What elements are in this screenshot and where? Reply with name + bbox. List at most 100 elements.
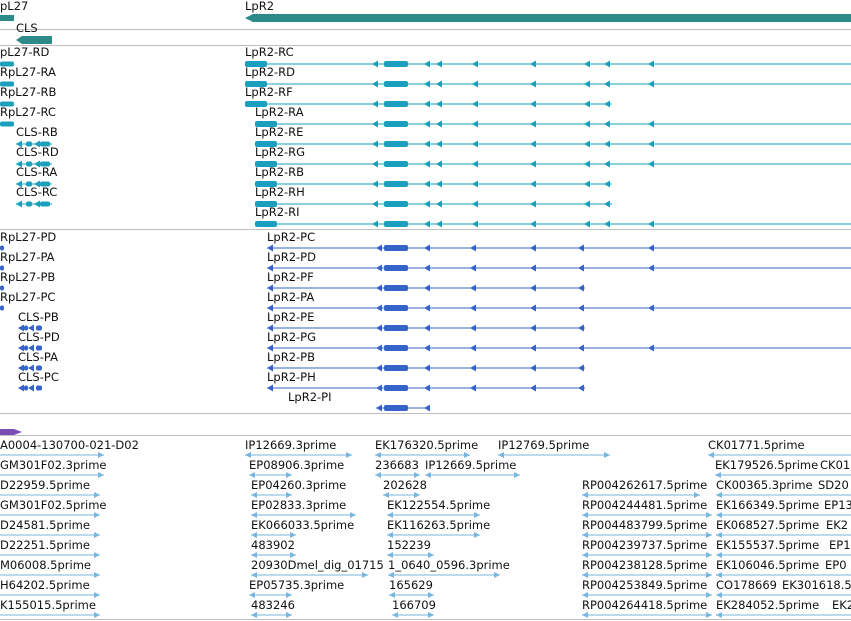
- protein-label[interactable]: CLS-PA: [18, 350, 58, 364]
- transcript-label[interactable]: LpR2-RA: [255, 105, 304, 119]
- est-label[interactable]: EK066033.5prime: [251, 518, 355, 532]
- transcript-label[interactable]: RpL27-RA: [0, 65, 56, 79]
- protein-label[interactable]: CLS-PB: [18, 310, 59, 324]
- protein-label[interactable]: CLS-PC: [18, 370, 59, 384]
- est-label[interactable]: IP12769.5prime: [498, 438, 590, 452]
- protein-label[interactable]: LpR2-PH: [267, 370, 316, 384]
- est-label[interactable]: SD20: [818, 478, 849, 492]
- est-label[interactable]: H64202.5prime: [0, 578, 90, 592]
- protein-label[interactable]: RpL27-PC: [0, 290, 56, 304]
- gene-label-lpr2[interactable]: LpR2: [245, 0, 275, 13]
- strand-arrow: [436, 180, 442, 188]
- est-label[interactable]: EK176320.5prime: [375, 438, 479, 452]
- est-label[interactable]: EK284052.5prime: [716, 598, 820, 612]
- strand-arrow: [290, 552, 296, 558]
- est-label[interactable]: 483246: [251, 598, 295, 612]
- est-label[interactable]: EK301618.5: [782, 578, 851, 592]
- transcript-label[interactable]: LpR2-RB: [255, 165, 305, 179]
- est-label[interactable]: EP13: [824, 498, 851, 512]
- est-label[interactable]: EK166349.5prime: [716, 498, 820, 512]
- est-label[interactable]: M06008.5prime: [0, 558, 91, 572]
- gene-label-rpl27[interactable]: pL27: [0, 0, 29, 13]
- est-label[interactable]: EK155537.5prime: [716, 538, 820, 552]
- strand-arrow: [34, 200, 40, 208]
- est-label[interactable]: EP02833.3prime: [251, 498, 347, 512]
- est-label[interactable]: K155015.5prime: [0, 598, 96, 612]
- transcript-label[interactable]: CLS-RC: [16, 185, 58, 199]
- est-label[interactable]: EP04260.3prime: [251, 478, 347, 492]
- est-label[interactable]: 165629: [389, 578, 433, 592]
- transcript-label[interactable]: RpL27-RB: [0, 85, 57, 99]
- est-label[interactable]: GM301F02.5prime: [0, 498, 107, 512]
- strand-arrow: [530, 220, 536, 228]
- est-label[interactable]: 166709: [392, 598, 436, 612]
- protein-label[interactable]: CLS-PD: [18, 330, 60, 344]
- est-label[interactable]: RP004238128.5prime: [582, 558, 708, 572]
- transcript-label[interactable]: CLS-RB: [16, 125, 58, 139]
- est-label[interactable]: RP004264418.5prime: [582, 598, 708, 612]
- est-label[interactable]: 1_0640_0596.3prime: [388, 558, 510, 572]
- est-label[interactable]: IP12669.3prime: [245, 438, 337, 452]
- gene-label-cls[interactable]: CLS: [16, 21, 38, 35]
- est-label[interactable]: 236683: [375, 458, 419, 472]
- strand-arrow: [716, 592, 722, 598]
- est-label[interactable]: EK179526.5prime: [715, 458, 819, 472]
- strand-arrow: [716, 612, 722, 618]
- strand-arrow: [472, 100, 478, 108]
- est-label[interactable]: EK122554.5prime: [387, 498, 491, 512]
- est-label[interactable]: CK00365.3prime: [716, 478, 813, 492]
- strand-arrow: [94, 552, 100, 558]
- transcript-label[interactable]: LpR2-RE: [255, 125, 304, 139]
- transcript-label[interactable]: LpR2-RH: [255, 185, 305, 199]
- est-label[interactable]: EK106046.5prime: [716, 558, 820, 572]
- est-label[interactable]: RP004253849.5prime: [582, 578, 708, 592]
- est-label[interactable]: 152239: [387, 538, 431, 552]
- est-label[interactable]: D22251.5prime: [0, 538, 90, 552]
- est-label[interactable]: RP004262617.5prime: [582, 478, 708, 492]
- est-label[interactable]: GM301F02.3prime: [0, 458, 107, 472]
- est-label[interactable]: CK01771.5prime: [708, 438, 805, 452]
- protein-label[interactable]: RpL27-PB: [0, 270, 56, 284]
- transcript-label[interactable]: LpR2-RG: [255, 145, 306, 159]
- est-label[interactable]: EP08906.3prime: [249, 458, 345, 472]
- transcript-label[interactable]: LpR2-RF: [245, 85, 293, 99]
- est-label[interactable]: IP12669.5prime: [425, 458, 517, 472]
- est-label[interactable]: 483902: [251, 538, 295, 552]
- est-label[interactable]: EP1: [829, 538, 851, 552]
- est-label[interactable]: EK2: [826, 518, 849, 532]
- protein-label[interactable]: LpR2-PG: [267, 330, 317, 344]
- est-label[interactable]: A0004-130700-021-D02: [0, 438, 139, 452]
- est-label[interactable]: 20930Dmel_dig_01715: [251, 558, 384, 572]
- transcript-label[interactable]: LpR2-RI: [255, 205, 300, 219]
- transcript-label[interactable]: CLS-RA: [16, 165, 58, 179]
- est-label[interactable]: EP05735.3prime: [249, 578, 345, 592]
- est-label[interactable]: RP004483799.5prime: [582, 518, 708, 532]
- transcript-label[interactable]: CLS-RD: [16, 145, 59, 159]
- transcript-label[interactable]: RpL27-RC: [0, 105, 56, 119]
- protein-label[interactable]: RpL27-PA: [0, 250, 55, 264]
- est-label[interactable]: EK116263.5prime: [387, 518, 491, 532]
- protein-label[interactable]: LpR2-PA: [267, 290, 315, 304]
- protein-label[interactable]: LpR2-PI: [288, 390, 332, 404]
- est-label[interactable]: RP004244481.5prime: [582, 498, 708, 512]
- protein-label[interactable]: LpR2-PB: [267, 350, 315, 364]
- protein-label[interactable]: LpR2-PC: [267, 230, 316, 244]
- est-label[interactable]: 202628: [383, 478, 427, 492]
- est-label[interactable]: CK01: [820, 458, 851, 472]
- transcript-label[interactable]: LpR2-RD: [245, 65, 296, 79]
- strand-arrow: [530, 180, 536, 188]
- est-label[interactable]: D24581.5prime: [0, 518, 90, 532]
- est-label[interactable]: RP004239737.5prime: [582, 538, 708, 552]
- est-label[interactable]: EK068527.5prime: [716, 518, 820, 532]
- transcript-label[interactable]: pL27-RD: [0, 45, 50, 59]
- est-label[interactable]: EP0: [825, 558, 847, 572]
- strand-arrow: [267, 344, 273, 352]
- protein-label[interactable]: LpR2-PD: [267, 250, 316, 264]
- est-label[interactable]: EK2: [832, 598, 851, 612]
- est-label[interactable]: D22959.5prime: [0, 478, 90, 492]
- est-label[interactable]: CO178669: [716, 578, 777, 592]
- protein-label[interactable]: LpR2-PF: [267, 270, 314, 284]
- protein-label[interactable]: LpR2-PE: [267, 310, 315, 324]
- protein-label[interactable]: RpL27-PD: [0, 230, 57, 244]
- transcript-label[interactable]: LpR2-RC: [245, 45, 294, 59]
